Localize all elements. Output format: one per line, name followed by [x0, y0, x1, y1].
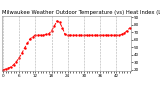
- Text: Milwaukee Weather Outdoor Temperature (vs) Heat Index (Last 24 Hours): Milwaukee Weather Outdoor Temperature (v…: [2, 10, 160, 15]
